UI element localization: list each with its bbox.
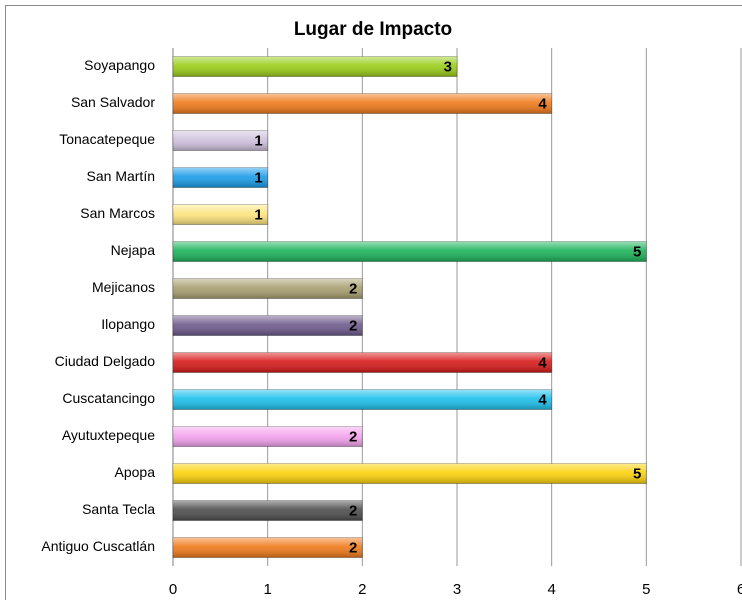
bar-shine xyxy=(173,167,268,188)
data-label: 4 xyxy=(538,354,547,371)
data-label: 5 xyxy=(633,465,641,482)
data-label: 2 xyxy=(349,280,357,297)
x-tick-label: 6 xyxy=(737,581,742,598)
data-label: 5 xyxy=(633,243,641,260)
y-tick-label: Mejicanos xyxy=(92,279,155,295)
data-label: 3 xyxy=(444,58,452,75)
bar-shine xyxy=(173,56,457,77)
bar-shine xyxy=(173,93,552,114)
data-label: 2 xyxy=(349,539,357,556)
y-tick-label: San Salvador xyxy=(71,94,155,110)
data-label: 2 xyxy=(349,502,357,519)
y-tick-label: Ayutuxtepeque xyxy=(62,427,155,443)
x-tick-label: 4 xyxy=(547,581,555,598)
x-tick-label: 0 xyxy=(169,581,177,598)
bar-shine xyxy=(173,463,647,484)
y-tick-label: San Marcos xyxy=(80,205,155,221)
y-tick-label: Ilopango xyxy=(101,316,155,332)
y-tick-label: Antiguo Cuscatlán xyxy=(41,538,155,554)
bar-shine xyxy=(173,130,268,151)
data-label: 1 xyxy=(254,132,262,149)
x-tick-label: 2 xyxy=(358,581,366,598)
bar-shine xyxy=(173,389,552,410)
data-label: 4 xyxy=(538,95,547,112)
chart-title: Lugar de Impacto xyxy=(294,19,452,40)
data-label: 1 xyxy=(254,169,262,186)
data-label: 1 xyxy=(254,206,262,223)
bar-shine xyxy=(173,315,363,336)
data-label: 2 xyxy=(349,428,357,445)
y-tick-label: Tonacatepeque xyxy=(59,131,155,147)
bar-shine xyxy=(173,241,647,262)
data-label: 4 xyxy=(538,391,547,408)
y-tick-label: Cuscatancingo xyxy=(62,390,155,406)
bar-shine xyxy=(173,500,363,521)
y-tick-label: Santa Tecla xyxy=(82,501,155,517)
y-tick-label: Apopa xyxy=(115,464,156,480)
bar-shine xyxy=(173,537,363,558)
x-tick-label: 3 xyxy=(453,581,461,598)
data-label: 2 xyxy=(349,317,357,334)
y-tick-label: Nejapa xyxy=(111,242,156,258)
y-tick-label: Ciudad Delgado xyxy=(55,353,156,369)
x-tick-label: 5 xyxy=(642,581,650,598)
bar-shine xyxy=(173,426,363,447)
x-tick-label: 1 xyxy=(263,581,271,598)
bar-shine xyxy=(173,278,363,299)
bar-shine xyxy=(173,204,268,225)
y-tick-label: Soyapango xyxy=(84,57,155,73)
y-tick-label: San Martín xyxy=(87,168,155,184)
bar-shine xyxy=(173,352,552,373)
